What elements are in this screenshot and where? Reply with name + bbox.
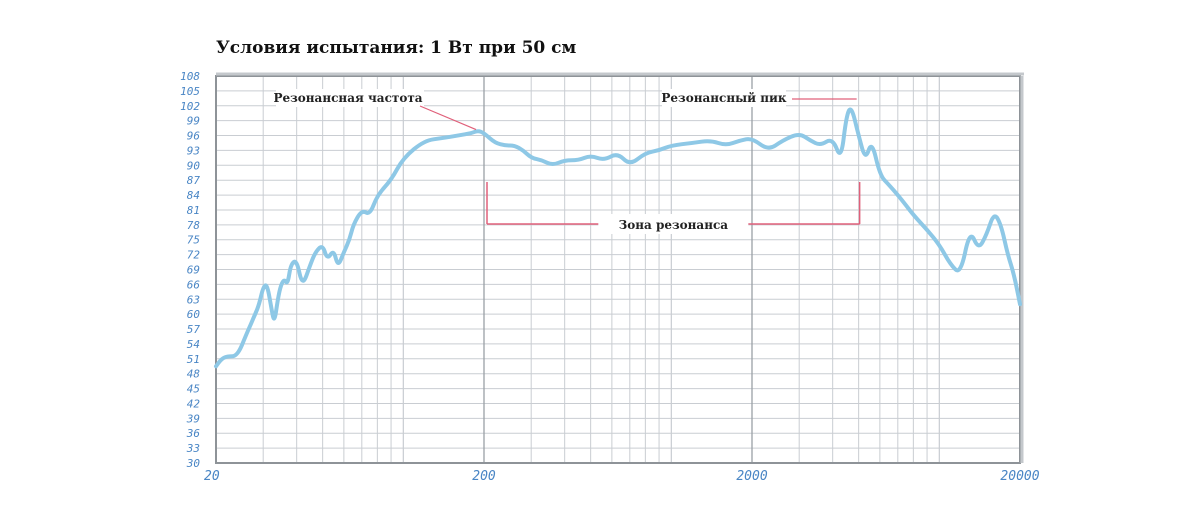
leader-line [419,105,477,131]
annotation-resonance-zone: Зона резонанса [619,218,729,232]
label-backdrop [662,89,786,107]
y-tick-label: 33 [186,442,200,455]
y-tick-label: 54 [187,338,200,351]
chart-frame [215,72,1024,464]
y-tick-label: 48 [187,368,201,381]
annotation-resonance-peak: Резонансный пик [661,91,787,105]
annotations: Резонансная частота Резонансный пик Зона р… [273,89,861,234]
y-tick-label: 51 [187,353,200,366]
y-tick-label: 96 [187,130,201,143]
y-tick-label: 66 [187,278,201,291]
y-tick-label: 84 [187,189,200,202]
y-tick-label: 75 [187,234,200,247]
x-tick-label: 2000 [736,469,767,484]
y-tick-label: 42 [187,397,201,410]
y-tick-label: 39 [186,412,200,425]
x-axis-ticks: 20 200 2000 20000 [204,469,1040,484]
plot-border [215,75,1021,464]
label-backdrop [598,214,749,234]
y-tick-label: 72 [187,249,201,262]
annotation-resonance-frequency: Резонансная частота [273,91,422,105]
y-tick-label: 69 [187,264,200,277]
grid [215,75,1021,464]
series-group [214,107,1022,369]
y-tick-label: 90 [187,159,201,172]
y-tick-label: 87 [187,174,201,187]
y-tick-label: 30 [186,457,201,470]
y-tick-label: 78 [187,219,201,232]
response-curve [214,107,1022,369]
label-backdrop [276,89,424,107]
y-tick-label: 99 [187,115,200,128]
y-tick-label: 105 [180,85,200,98]
y-tick-label: 57 [187,323,201,336]
chart-title: Условия испытания: 1 Вт при 50 см [216,38,577,58]
x-tick-label: 200 [472,469,496,484]
y-tick-label: 45 [187,383,200,396]
y-tick-label: 108 [180,70,200,83]
x-tick-label: 20000 [1000,469,1039,484]
y-tick-label: 102 [180,100,200,113]
y-tick-label: 81 [187,204,200,217]
x-tick-label: 20 [204,469,220,484]
y-tick-label: 63 [187,293,200,306]
y-tick-label: 60 [187,308,201,321]
y-tick-label: 36 [186,427,201,440]
y-tick-label: 93 [187,144,200,157]
